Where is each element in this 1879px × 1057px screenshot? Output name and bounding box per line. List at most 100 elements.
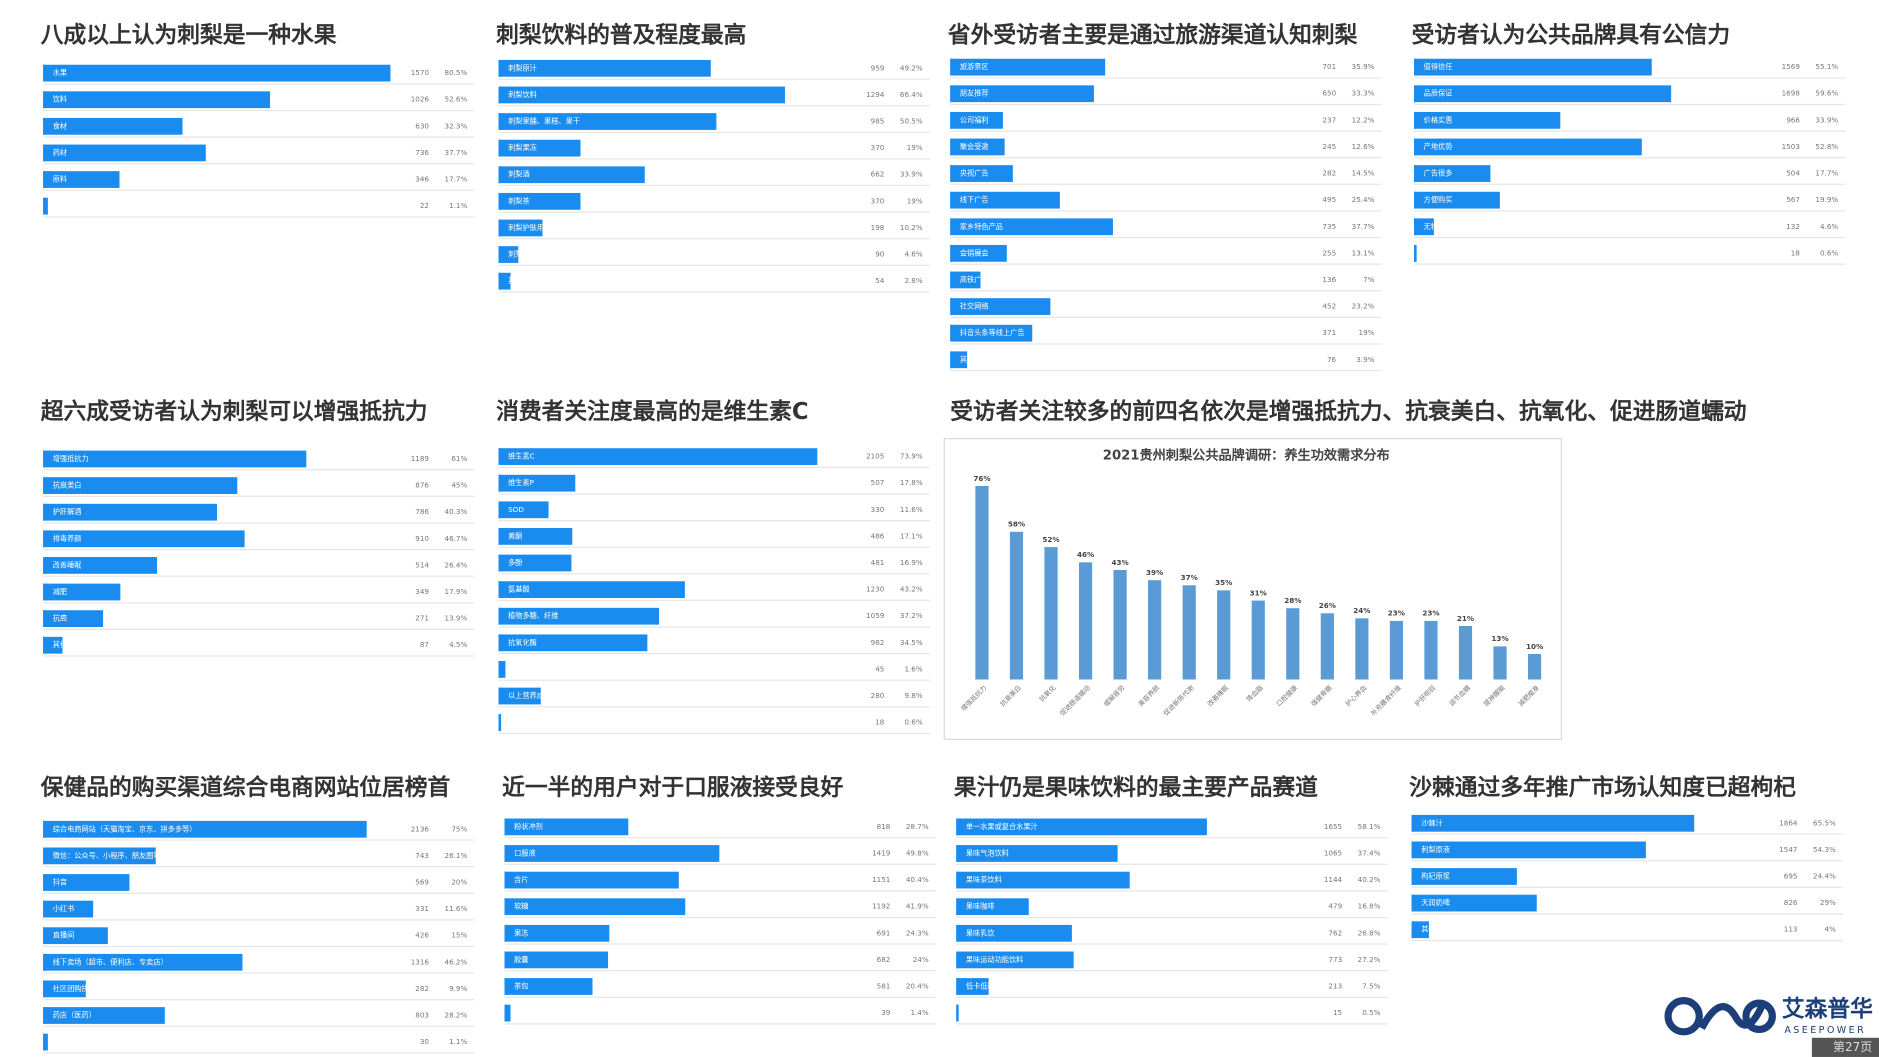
bar (1414, 85, 1672, 103)
percent-label: 55.1% (1815, 62, 1838, 71)
count-label: 701 (1322, 62, 1336, 71)
percent-label: 16.9% (900, 558, 923, 567)
bar-label: 药材 (53, 148, 67, 157)
row-accent (956, 871, 959, 889)
panel-title: 八成以上认为刺梨是一种水果 (41, 22, 337, 48)
count-label: 1230 (866, 585, 885, 594)
count-label: 452 (1322, 302, 1336, 311)
percent-label: 1.1% (449, 201, 467, 210)
row-accent (1414, 165, 1417, 182)
bar-label: 其他___ (53, 640, 79, 649)
bar-label: 维生素C (508, 452, 535, 461)
bar (498, 113, 717, 130)
bar (956, 951, 1074, 969)
count-label: 1026 (411, 95, 430, 104)
percent-label: 11.6% (900, 505, 923, 514)
percent-label: 37.7% (1352, 222, 1375, 231)
bar-label: 沙棘汁 (1421, 818, 1443, 827)
bar-label: 值得信任 (1424, 62, 1453, 71)
row-accent (43, 874, 46, 891)
count-label: 113 (1784, 925, 1798, 934)
bar (1355, 618, 1369, 680)
percent-label: 7% (1363, 275, 1375, 284)
percent-label: 59.6% (1815, 89, 1838, 98)
row-accent (504, 898, 507, 916)
count-label: 985 (871, 117, 885, 126)
count-label: 803 (415, 1011, 429, 1020)
count-label: 331 (415, 904, 429, 913)
bar (956, 978, 989, 995)
row-accent (43, 144, 46, 162)
row-accent (504, 871, 507, 889)
row-accent (950, 111, 953, 129)
row-accent (504, 818, 507, 836)
row-accent (1414, 218, 1417, 236)
row-accent (498, 59, 501, 77)
count-label: 87 (420, 640, 429, 649)
row-accent (498, 246, 501, 263)
bar (498, 687, 541, 705)
percent-label: 10.2% (900, 223, 923, 232)
count-label: 2136 (411, 824, 430, 833)
count-label: 826 (1784, 898, 1798, 907)
row-accent (498, 581, 501, 599)
bar (1411, 841, 1646, 859)
count-label: 762 (1328, 928, 1342, 937)
percent-label: 26.1% (445, 851, 468, 860)
percent-label: 61% (451, 454, 467, 463)
row-accent (950, 244, 953, 262)
count-label: 1503 (1782, 142, 1800, 151)
panel-title: 消费者关注度最高的是维生素C (496, 398, 808, 425)
bar (956, 898, 1029, 916)
row-accent (498, 474, 501, 492)
count-label: 507 (871, 478, 885, 487)
row-accent (956, 845, 959, 862)
bar-label: 饮料 (53, 95, 67, 104)
bar-label: 社交网络 (960, 302, 989, 311)
bar (498, 634, 648, 652)
count-label: 662 (871, 170, 885, 179)
row-accent (950, 271, 953, 289)
bar-label: 减肥 (53, 587, 67, 596)
bar (43, 610, 104, 628)
bar-label: 刺梨洗护用品 (508, 250, 551, 259)
row-accent (43, 64, 46, 82)
count-label: 349 (415, 587, 429, 596)
percent-label: 1.1% (449, 1037, 467, 1046)
panel-title: 超六成受访者认为刺梨可以增强抵抗力 (41, 398, 428, 425)
row-accent (43, 530, 46, 548)
row-accent (498, 687, 501, 705)
bar-label: 茶包 (514, 982, 528, 991)
bar-label: 家乡特色产品 (960, 222, 1003, 231)
bar-label: 线下广告 (960, 195, 989, 204)
row-accent (956, 951, 959, 969)
count-label: 495 (1322, 195, 1336, 204)
row-accent (498, 86, 501, 104)
percent-label: 25.4% (1352, 195, 1375, 204)
bar-label: 单一水果或复合水果汁 (966, 822, 1038, 831)
count-label: 132 (1786, 222, 1800, 231)
count-label: 514 (415, 560, 429, 569)
logo: 艾森普华 ASEEPOWER (1664, 996, 1873, 1036)
panel-title: 受访者关注较多的前四名依次是增强抵抗力、抗衰美白、抗氧化、促进肠道蠕动 (950, 398, 1746, 425)
count-label: 569 (415, 877, 429, 886)
count-label: 504 (1786, 169, 1800, 178)
count-label: 15 (1333, 1008, 1342, 1017)
percent-label: 19.9% (1815, 195, 1838, 204)
row-accent (43, 450, 46, 468)
row-accent (498, 448, 501, 465)
bar-label: 其他___ (514, 1008, 540, 1017)
percent-label: 33.9% (900, 170, 923, 179)
bar (950, 218, 1113, 236)
bar-label: 果冻 (514, 928, 528, 937)
bar (956, 924, 1072, 942)
count-label: 736 (415, 148, 429, 157)
count-label: 370 (871, 143, 885, 152)
value-label: 58% (1008, 520, 1025, 529)
percent-label: 17.7% (1815, 169, 1838, 178)
bar-label: 朋友推荐 (960, 89, 989, 98)
count-label: 90 (875, 250, 885, 259)
row-accent (498, 634, 501, 652)
percent-label: 50.5% (900, 117, 923, 126)
value-label: 28% (1284, 596, 1301, 605)
